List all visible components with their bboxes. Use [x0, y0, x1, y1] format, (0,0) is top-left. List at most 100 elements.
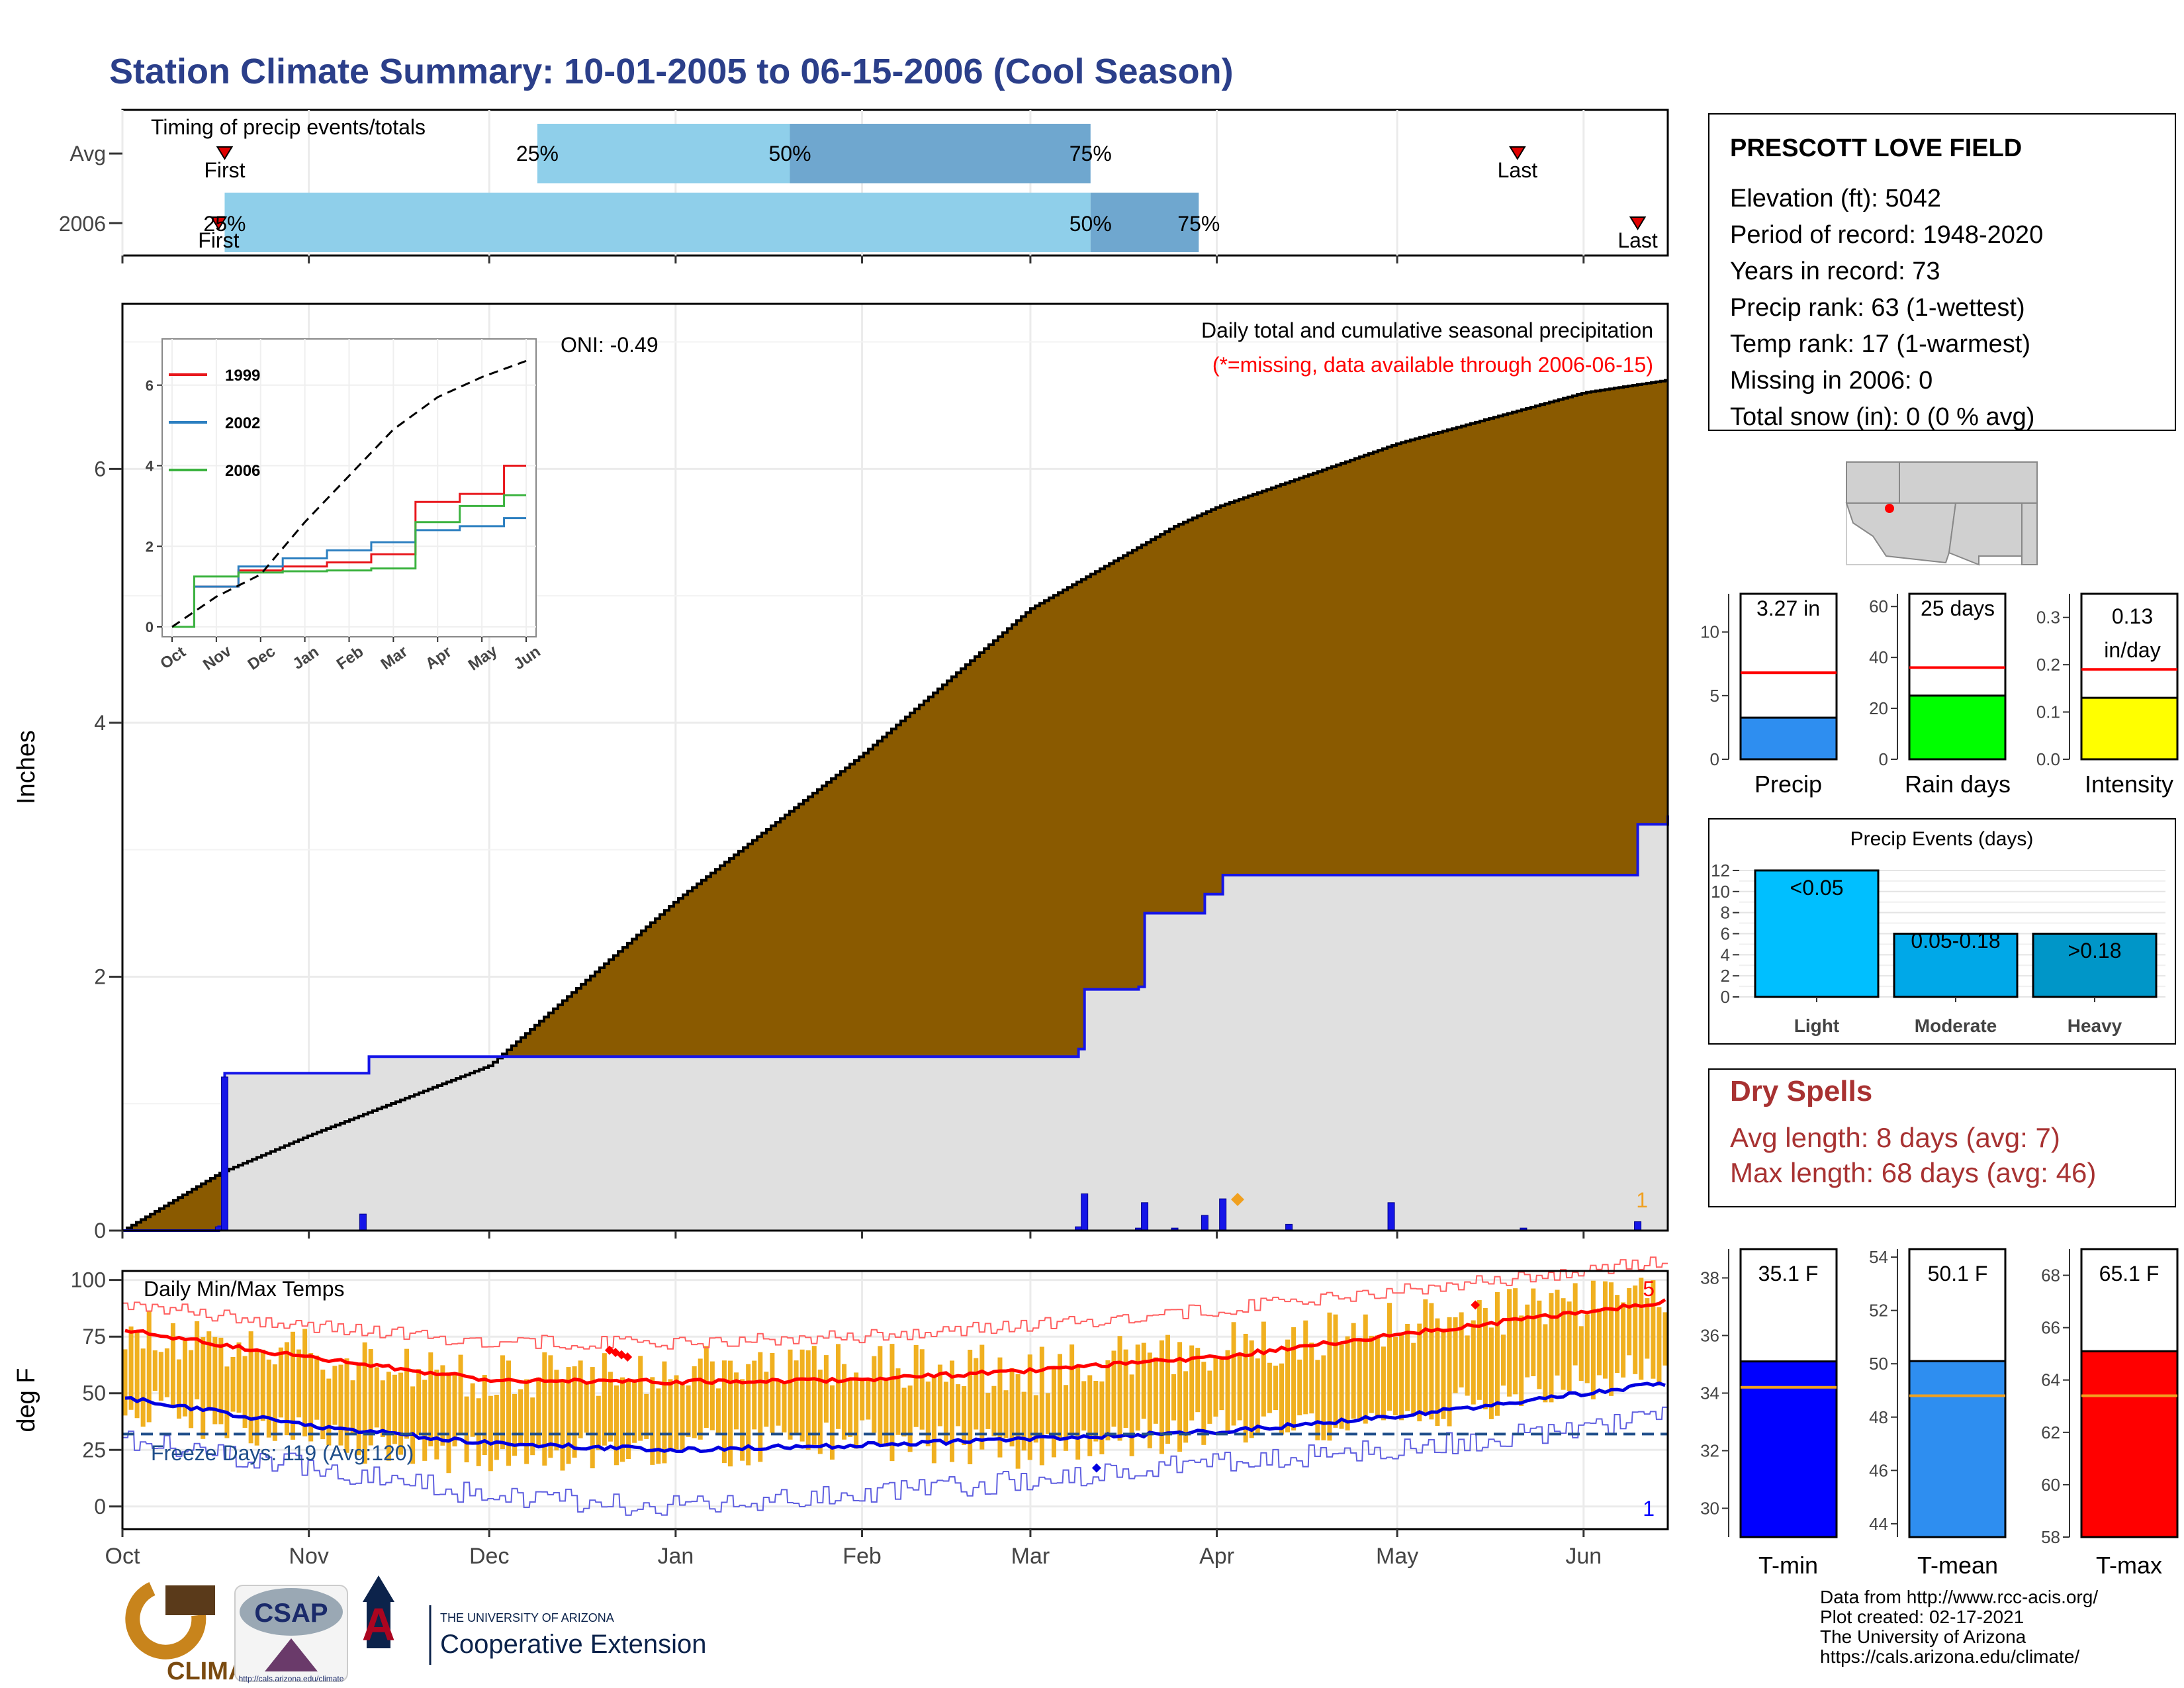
timing-2006-50-label: 50% — [1069, 212, 1112, 236]
temp-daily-bar — [1117, 1336, 1122, 1441]
temp-daily-bar — [1033, 1395, 1038, 1443]
inset-y-tick-label: 4 — [146, 458, 154, 475]
footer-line-url: https://cals.arizona.edu/climate/ — [1820, 1646, 2079, 1667]
avg-cumulative-line — [122, 379, 1668, 1232]
temp-x-tick-label: Jun — [1565, 1544, 1602, 1569]
temp-x-tick-label: Mar — [1011, 1544, 1050, 1569]
inset-lines — [171, 359, 527, 628]
mini-rain-days-tick-label: 0 — [1879, 749, 1888, 769]
temp-daily-bar — [974, 1358, 979, 1430]
temp-daily-bar — [128, 1326, 134, 1410]
temp-daily-bar — [907, 1385, 913, 1452]
events-label-light: <0.05 — [1790, 876, 1844, 900]
temp-daily-bar — [416, 1369, 422, 1435]
temp-t-mean-tick-label: 52 — [1869, 1301, 1888, 1321]
temp-daily-bar — [620, 1377, 625, 1462]
temp-daily-bar — [1531, 1288, 1536, 1377]
temp-daily-bar — [164, 1348, 169, 1397]
precip-frame — [121, 303, 1669, 1232]
temp-daily-bar — [715, 1388, 721, 1433]
temp-daily-bar — [680, 1383, 685, 1450]
temp-daily-bar — [260, 1349, 265, 1421]
temp-daily-bar — [931, 1376, 936, 1464]
temp-daily-bar — [1267, 1362, 1272, 1413]
temp-daily-bar — [404, 1348, 410, 1439]
temp-daily-bar — [284, 1342, 289, 1436]
temp-daily-bar — [242, 1356, 248, 1428]
tmean-value: 50.1 F — [1928, 1262, 1988, 1286]
temp-daily-bar — [1069, 1344, 1075, 1435]
temp-daily-bar — [362, 1342, 367, 1464]
temp-x-tick-label: May — [1376, 1544, 1418, 1569]
temp-daily-bar — [1027, 1354, 1032, 1460]
temp-daily-bar — [134, 1331, 140, 1419]
temp-daily-bar — [578, 1360, 583, 1438]
temp-daily-bar — [230, 1356, 236, 1412]
temp-daily-bar — [500, 1355, 505, 1450]
temp-daily-bar — [956, 1384, 961, 1427]
temp-daily-bar — [1375, 1335, 1380, 1417]
temp-daily-bar — [206, 1331, 212, 1411]
temp-daily-bar — [338, 1364, 343, 1446]
temp-daily-bar — [854, 1372, 859, 1449]
temp-daily-bar — [829, 1385, 835, 1460]
temp-daily-bar — [1315, 1360, 1320, 1440]
temp-y-tick-label: 50 — [82, 1382, 106, 1405]
temp-daily-bar — [1423, 1299, 1428, 1414]
ua-logo-letter: A — [362, 1599, 396, 1650]
temp-daily-bar — [1507, 1289, 1512, 1397]
inset-legend-label: 2002 — [225, 414, 260, 432]
temp-daily-bar — [1555, 1289, 1560, 1376]
temp-daily-bar — [1417, 1323, 1422, 1422]
temp-daily-bar — [536, 1377, 541, 1447]
temp-daily-bar — [1321, 1355, 1326, 1440]
events-y-tick-label: 6 — [1721, 923, 1730, 943]
tmax-value: 65.1 F — [2099, 1262, 2160, 1286]
temp-daily-bar — [524, 1379, 529, 1464]
csap-cloud — [240, 1588, 343, 1636]
temp-daily-bar — [1602, 1281, 1608, 1379]
precip-y-tick-label: 4 — [94, 711, 106, 735]
temp-daily-bar — [368, 1348, 373, 1446]
temp-daily-bar — [440, 1365, 445, 1446]
temp-daily-bar — [1411, 1342, 1416, 1417]
mini-rain-days-tick-label: 40 — [1869, 647, 1888, 667]
temp-daily-bar — [332, 1366, 338, 1425]
temp-daily-bar — [1064, 1385, 1069, 1451]
temp-daily-bar — [1561, 1298, 1566, 1390]
temp-daily-bar — [1327, 1312, 1332, 1441]
record-low-marker — [1091, 1463, 1101, 1473]
events-y-tick-label: 2 — [1721, 966, 1730, 986]
daily-precip-bar — [1141, 1202, 1149, 1231]
temp-daily-bar — [1243, 1333, 1248, 1443]
temp-daily-bar — [650, 1377, 655, 1465]
daily-precip-bar — [1634, 1221, 1642, 1231]
temp-daily-bar — [1590, 1280, 1596, 1399]
temp-daily-bar — [709, 1361, 715, 1430]
temp-daily-bar — [1087, 1375, 1093, 1456]
temp-t-max-tick-label: 58 — [2041, 1527, 2060, 1547]
last-event-marker — [1629, 216, 1647, 230]
events-y-tick-label: 10 — [1711, 882, 1730, 902]
precip-axes: 0 2 4 6 — [94, 457, 1585, 1243]
temp-daily-bar — [668, 1379, 673, 1450]
precip-caption: Daily total and cumulative seasonal prec… — [1201, 318, 1653, 342]
temp-daily-bar — [1015, 1374, 1021, 1469]
timing-panel: Timing of precip events/totals Avg 2006 … — [59, 109, 1669, 263]
station-line-precip-rank: Precip rank: 63 (1-wettest) — [1730, 294, 2025, 322]
temp-daily-bar — [805, 1350, 811, 1450]
temp-daily-bar — [626, 1380, 631, 1460]
timing-row-avg-name: Avg — [69, 142, 106, 165]
temp-daily-bar — [632, 1379, 637, 1443]
temp-daily-bar — [1183, 1371, 1189, 1443]
temp-y-tick-label: 100 — [71, 1268, 106, 1292]
temp-daily-bar — [811, 1346, 817, 1445]
temp-daily-bar — [291, 1331, 296, 1440]
temp-daily-bar — [1572, 1283, 1578, 1366]
temp-daily-bar — [997, 1357, 1003, 1458]
temp-daily-bar — [1081, 1381, 1087, 1431]
temp-t-mean-tick-label: 46 — [1869, 1460, 1888, 1480]
temp-daily-bar — [884, 1380, 889, 1447]
temp-daily-bar — [1482, 1308, 1488, 1410]
